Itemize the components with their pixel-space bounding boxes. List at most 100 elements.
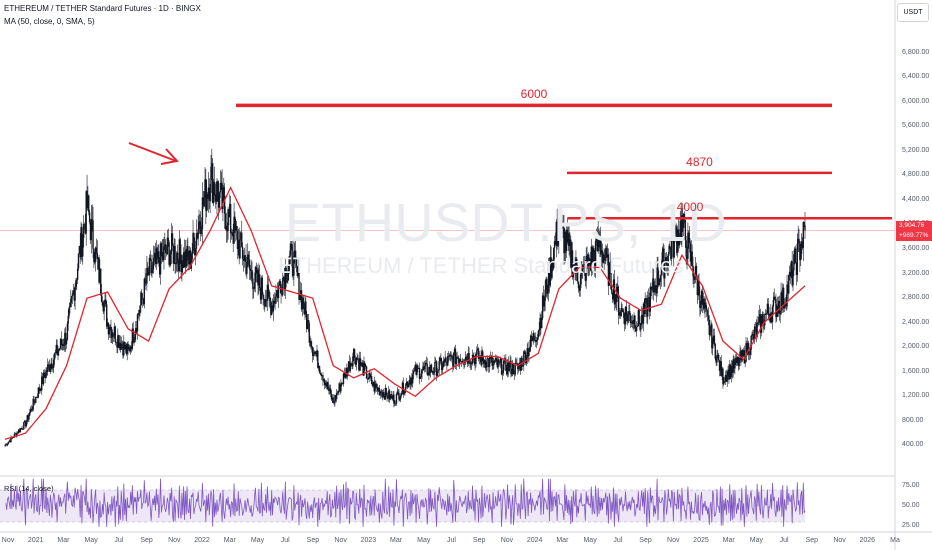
- candle-body: [458, 358, 460, 363]
- candle-body: [437, 370, 440, 371]
- candle-body: [648, 297, 651, 312]
- candle-body: [695, 265, 698, 278]
- candle-body: [138, 313, 140, 315]
- candle-body: [348, 361, 351, 371]
- candle-body: [588, 259, 591, 266]
- candle-body: [347, 361, 350, 369]
- candle-body: [659, 279, 661, 282]
- candle-body: [707, 315, 710, 320]
- candle-body: [158, 251, 160, 264]
- candle-body: [323, 379, 325, 381]
- candle-body: [583, 264, 586, 265]
- candle-body: [506, 370, 508, 375]
- candle-body: [709, 331, 711, 335]
- currency-unit-button[interactable]: USDT: [897, 3, 929, 22]
- candle-body: [764, 313, 767, 315]
- candle-body: [98, 257, 100, 283]
- candle-body: [245, 256, 247, 274]
- candle-body: [329, 388, 332, 394]
- candle-body: [257, 269, 259, 286]
- candle-body: [276, 289, 278, 294]
- candle-body: [392, 394, 394, 400]
- candle-body: [523, 351, 525, 366]
- candle-body: [417, 365, 419, 369]
- rsi-label[interactable]: RSI (14, close): [4, 484, 54, 493]
- candle-body: [497, 359, 499, 368]
- candle-body: [38, 387, 40, 391]
- candle-body: [594, 240, 597, 267]
- candle-body: [800, 241, 803, 254]
- last-price-badge: 3,904.76 +969.77%: [896, 221, 932, 241]
- candle-body: [629, 314, 632, 324]
- candle-body: [669, 245, 671, 249]
- candle-body: [200, 225, 202, 235]
- candle-body: [336, 392, 339, 394]
- candle-body: [74, 286, 76, 301]
- candle-body: [470, 362, 473, 364]
- candle-body: [427, 374, 429, 376]
- candle-body: [559, 217, 562, 231]
- candle-body: [663, 248, 665, 279]
- candle-body: [234, 216, 236, 231]
- candle-body: [278, 281, 281, 286]
- candle-body: [548, 262, 551, 286]
- candle-body: [128, 347, 130, 350]
- time-axis-label: Nov: [334, 537, 347, 544]
- candle-body: [512, 363, 515, 375]
- candle-body: [757, 322, 759, 324]
- time-axis-label: 2021: [27, 537, 44, 544]
- candle-body: [486, 358, 488, 368]
- candle-body: [107, 322, 110, 335]
- candle-body: [117, 335, 119, 348]
- candle-body: [406, 381, 409, 388]
- candle-body: [471, 354, 474, 364]
- rsi-axis-label: 75.00: [902, 482, 920, 489]
- candle-body: [126, 343, 128, 354]
- candle-body: [796, 243, 799, 275]
- candle-body: [87, 195, 89, 208]
- candle-body: [670, 240, 673, 259]
- candle-body: [223, 187, 225, 196]
- candle-body: [795, 262, 798, 275]
- candle-body: [189, 250, 192, 269]
- candle-body: [305, 301, 307, 315]
- candle-body: [84, 224, 87, 234]
- candle-body: [791, 261, 793, 286]
- candle-body: [599, 238, 601, 248]
- candle-body: [248, 259, 251, 269]
- candle-body: [652, 278, 654, 287]
- candle-body: [391, 395, 393, 400]
- candle-body: [418, 368, 421, 379]
- candle-body: [43, 372, 46, 377]
- candle-body: [724, 375, 727, 382]
- candle-body: [466, 359, 469, 364]
- candle-body: [258, 274, 260, 286]
- price-axis-label: 1,200.00: [902, 392, 930, 400]
- candle-body: [360, 362, 363, 366]
- time-axis-label: May: [749, 537, 764, 544]
- candle-body: [309, 341, 311, 343]
- candle-body: [449, 354, 451, 356]
- candle-body: [438, 361, 440, 371]
- candle-body: [6, 444, 8, 446]
- candle-body: [194, 248, 197, 256]
- candle-body: [37, 387, 40, 398]
- candle-body: [103, 302, 105, 312]
- ma-indicator-label[interactable]: MA (50, close, 0, SMA, 5): [4, 17, 95, 26]
- candle-body: [753, 334, 755, 340]
- candle-body: [780, 292, 782, 314]
- candle-body: [535, 340, 538, 342]
- candle-body: [215, 194, 217, 202]
- candle-body: [164, 244, 166, 247]
- candle-body: [185, 250, 187, 266]
- price-axis-label: 5,200.00: [902, 146, 930, 154]
- candle-body: [47, 364, 49, 372]
- candle-body: [136, 314, 139, 332]
- candle-body: [524, 352, 527, 363]
- candle-body: [261, 277, 263, 295]
- candle-body: [350, 363, 352, 364]
- candle-body: [747, 343, 750, 355]
- candle-body: [218, 192, 221, 208]
- candle-body: [373, 381, 375, 392]
